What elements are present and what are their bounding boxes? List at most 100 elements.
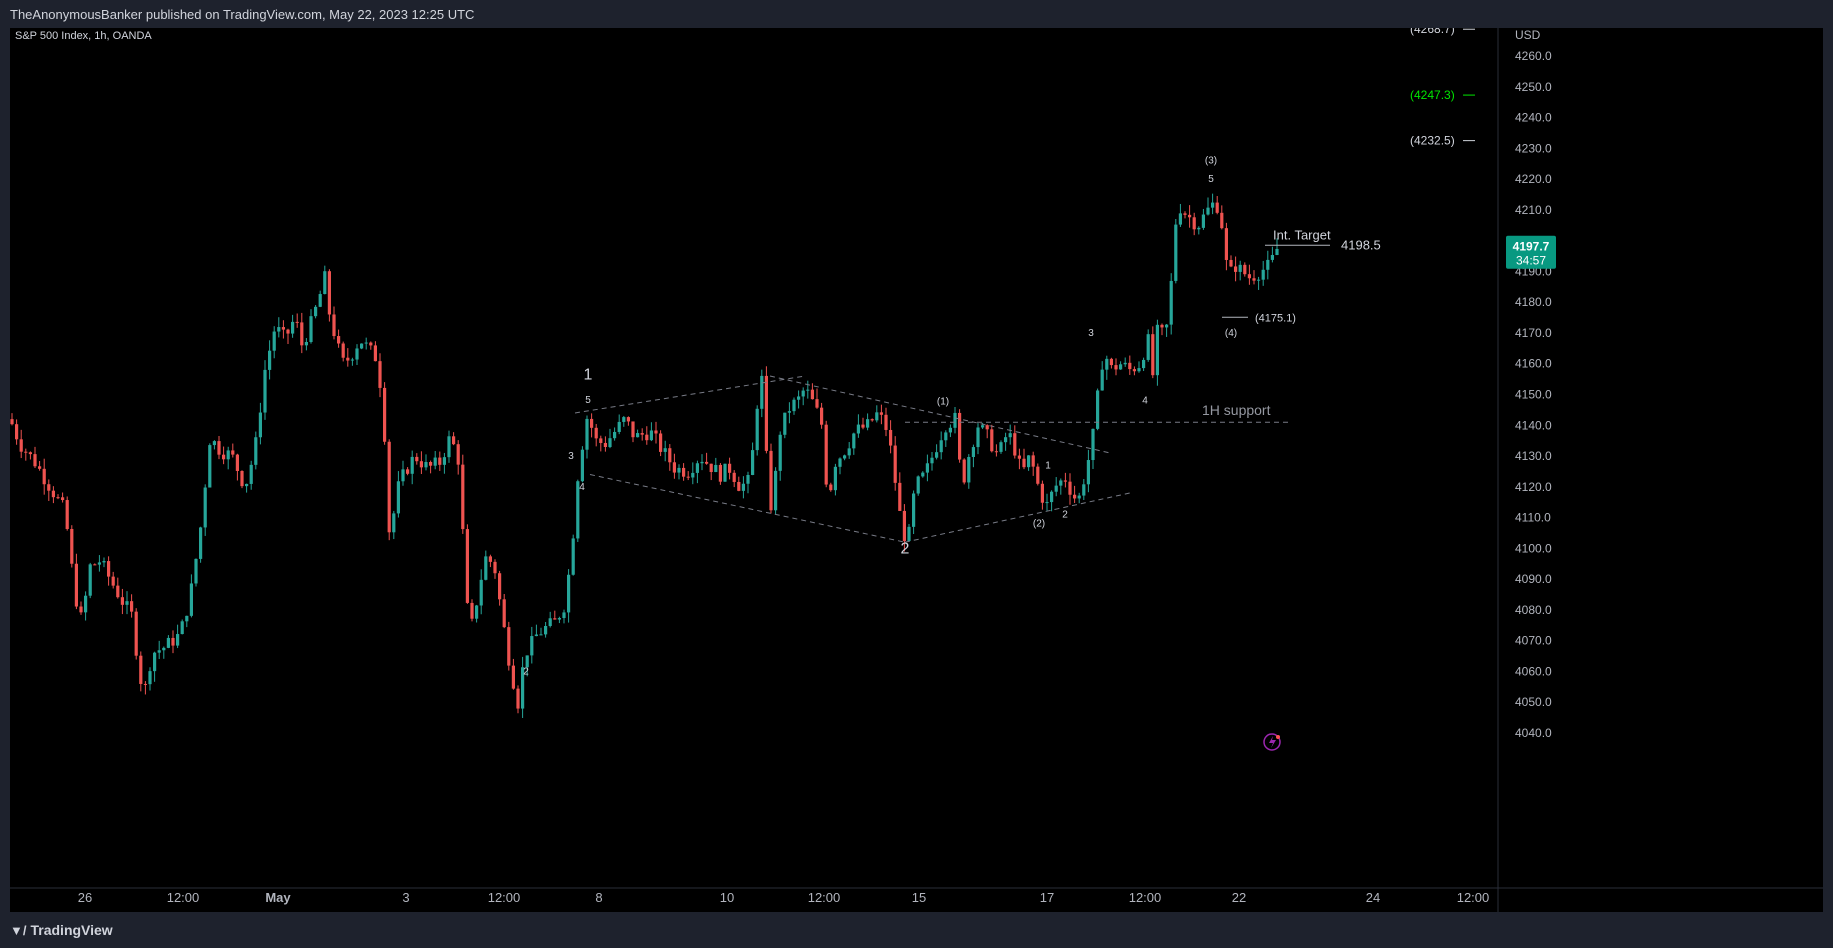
x-tick-label: 15 <box>912 890 926 905</box>
candle-body <box>695 463 699 473</box>
candle-body <box>548 618 552 626</box>
y-tick-label: 4170.0 <box>1515 326 1552 340</box>
candle-body <box>74 563 78 607</box>
candle-body <box>953 412 957 428</box>
candle-body <box>631 421 635 438</box>
y-tick-label: 4040.0 <box>1515 726 1552 740</box>
price-chart[interactable]: S&P 500 Index, 1h, OANDA USD 4260.0 4250.0 4… <box>10 28 1823 912</box>
x-tick-label: 3 <box>402 890 409 905</box>
candle-body <box>636 433 640 438</box>
candle-body <box>801 390 805 397</box>
candle-body <box>626 417 630 422</box>
candle-body <box>686 476 690 478</box>
level-right-label: (4268.7) <box>1410 28 1455 36</box>
candle-body <box>778 434 782 471</box>
candle-body <box>847 448 851 456</box>
candle-body <box>369 342 373 346</box>
candle-body <box>764 375 768 451</box>
candle-body <box>65 500 69 529</box>
x-tick-label: 24 <box>1366 890 1380 905</box>
brand-label: TradingView <box>30 922 113 938</box>
candle-body <box>824 424 828 485</box>
x-tick-label: 12:00 <box>1457 890 1490 905</box>
candle-body <box>1008 433 1012 438</box>
lightning-icon[interactable] <box>1263 733 1281 751</box>
candle-body <box>907 526 911 542</box>
x-tick-label: 12:00 <box>808 890 841 905</box>
candle-body <box>732 472 736 482</box>
candle-body <box>1178 213 1182 225</box>
candle-body <box>861 424 865 428</box>
candle-body <box>304 342 308 346</box>
candle-body <box>1086 460 1090 485</box>
candle-body <box>166 637 170 648</box>
candle-body <box>1220 212 1224 229</box>
candle-body <box>70 528 74 564</box>
candle-body <box>1197 227 1201 230</box>
candle-body <box>125 601 129 605</box>
int-target-value: 4198.5 <box>1341 237 1381 252</box>
candle-body <box>433 457 437 466</box>
chart-area[interactable]: S&P 500 Index, 1h, OANDA USD 4260.0 4250.0 4… <box>10 28 1823 912</box>
y-tick-label: 4180.0 <box>1515 295 1552 309</box>
candle-body <box>990 429 994 452</box>
candle-body <box>240 470 244 487</box>
tradingview-logo-icon: ▼/ <box>10 923 27 938</box>
candle-body <box>530 636 534 656</box>
candle-body <box>617 421 621 432</box>
y-tick-label: 4260.0 <box>1515 49 1552 63</box>
y-tick-label: 4080.0 <box>1515 603 1552 617</box>
candle-body <box>1247 274 1251 279</box>
candle-body <box>475 605 479 619</box>
candle-body <box>364 342 368 344</box>
candle-body <box>337 336 341 344</box>
candle-body <box>258 412 262 438</box>
candle-body <box>1040 483 1044 503</box>
candle-body <box>806 389 810 391</box>
candle-body <box>33 454 37 467</box>
candle-body <box>971 447 975 457</box>
candle-body <box>723 463 727 482</box>
wave-label-5a: 5 <box>585 395 591 406</box>
candle-body <box>760 375 764 409</box>
candle-body <box>148 671 152 685</box>
tradingview-logo[interactable]: ▼/TradingView <box>10 922 113 938</box>
candle-body <box>429 461 433 466</box>
y-tick-label: 4220.0 <box>1515 172 1552 186</box>
x-tick-label: 12:00 <box>167 890 200 905</box>
candle-body <box>42 468 46 485</box>
candle-body <box>360 343 364 349</box>
candle-body <box>843 455 847 459</box>
wave-label-2b: 2 <box>1062 510 1068 521</box>
candle-body <box>401 469 405 482</box>
candle-body <box>640 433 644 435</box>
candle-body <box>318 294 322 307</box>
candle-body <box>226 450 230 460</box>
candle-body <box>350 359 354 361</box>
level-right-label: (4232.5) <box>1410 134 1455 148</box>
x-tick-label: 8 <box>595 890 602 905</box>
candle-body <box>994 451 998 453</box>
candle-body <box>774 470 778 511</box>
candle-body <box>705 461 709 464</box>
candle-body <box>672 462 676 473</box>
candle-body <box>1192 217 1196 230</box>
candle-body <box>332 314 336 337</box>
candle-body <box>590 418 594 428</box>
candle-body <box>1082 484 1086 496</box>
candle-body <box>889 429 893 446</box>
candle-body <box>84 595 88 613</box>
candle-body <box>120 597 124 605</box>
candle-body <box>38 466 42 469</box>
candle-body <box>406 469 410 474</box>
int-target-label: Int. Target <box>1273 227 1331 242</box>
candle-body <box>346 357 350 361</box>
candle-body <box>1169 280 1173 325</box>
candle-body <box>737 481 741 491</box>
candle-body <box>502 599 506 628</box>
candle-body <box>1036 466 1040 484</box>
candle-body <box>378 361 382 388</box>
candle-body <box>1234 266 1238 272</box>
candle-body <box>47 484 51 491</box>
candle-body <box>231 450 235 455</box>
